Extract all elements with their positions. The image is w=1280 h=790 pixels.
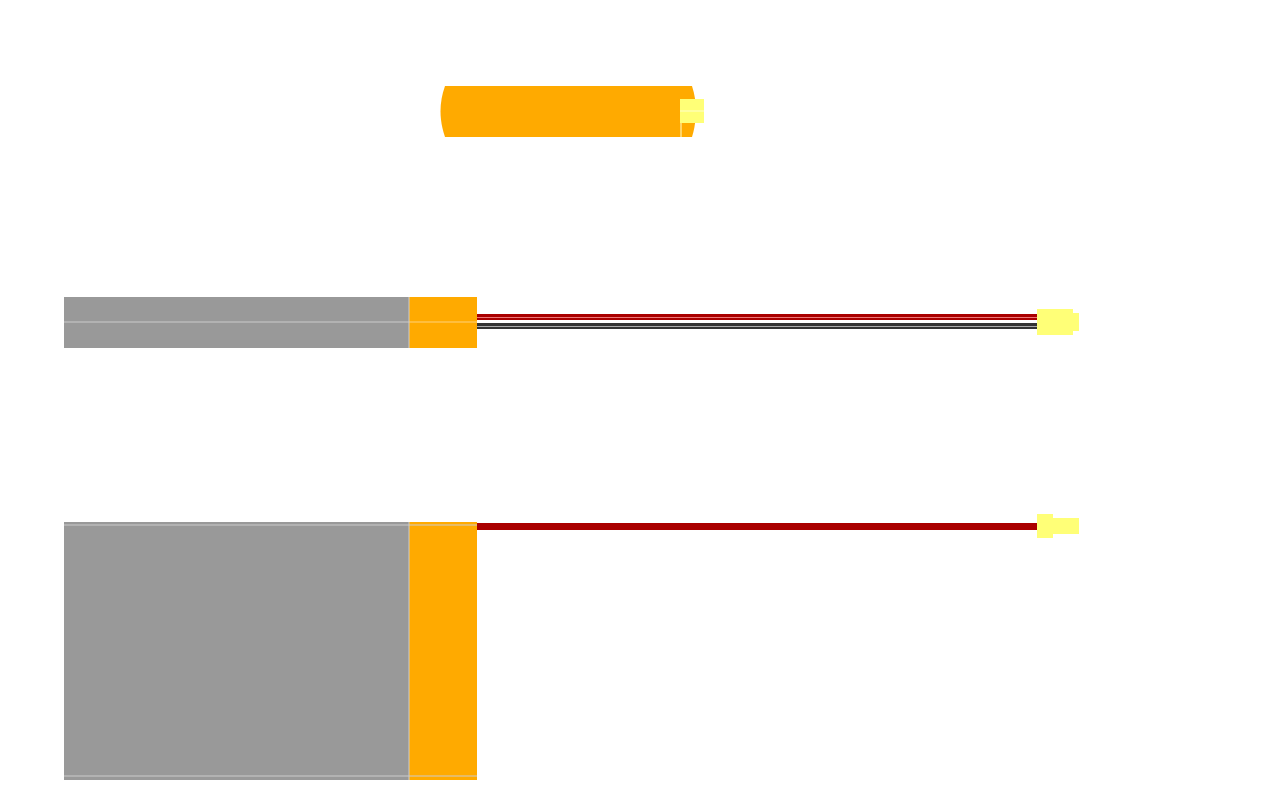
cylinder-body bbox=[440, 86, 696, 137]
pouch-body bbox=[64, 522, 409, 780]
pouch-lead-connector bbox=[1037, 514, 1053, 538]
flat-pack-with-harness bbox=[64, 297, 1079, 348]
red-wire-highlight bbox=[477, 317, 1038, 318]
harness-connector-tip bbox=[1067, 313, 1079, 331]
cylindrical-cell bbox=[440, 86, 704, 137]
pouch-cell-with-lead bbox=[64, 514, 1079, 780]
pouch-lead-wire bbox=[477, 523, 1038, 530]
pouch-lead-connector-tip bbox=[1053, 518, 1079, 534]
black-wire-highlight bbox=[477, 326, 1038, 327]
pouch-tab bbox=[409, 522, 477, 780]
